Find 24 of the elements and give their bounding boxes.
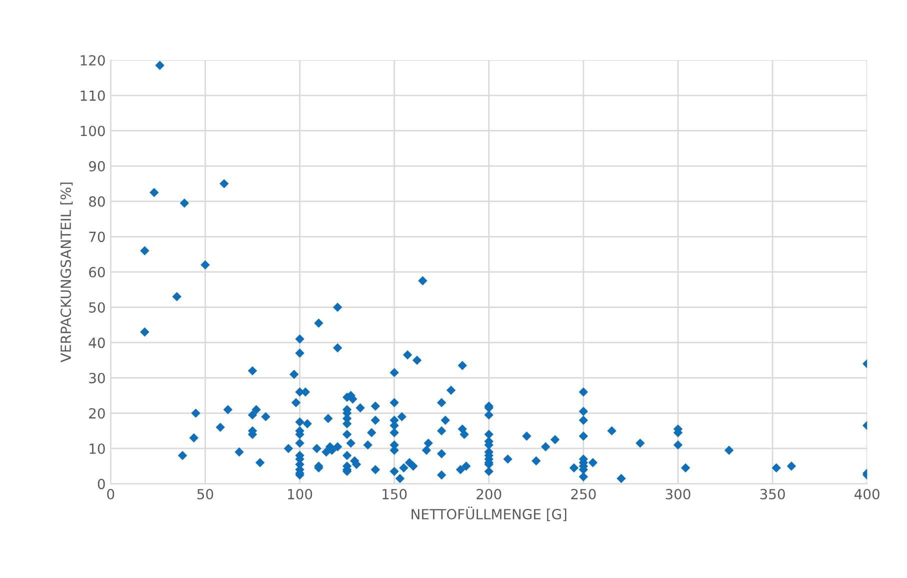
y-tick-label: 80: [89, 196, 105, 207]
x-tick-label: 400: [854, 488, 880, 500]
y-tick-label: 10: [90, 443, 105, 454]
x-tick-label: 100: [288, 488, 312, 500]
x-tick-label: 250: [571, 488, 596, 500]
y-tick-label: 50: [89, 302, 105, 313]
x-tick-label: 50: [197, 488, 214, 500]
y-axis-title: VERPACKUNGSANTEIL [%]: [60, 182, 73, 362]
y-tick-label: 40: [88, 338, 105, 348]
y-tick-label: 60: [89, 266, 105, 278]
y-tick-label: 90: [88, 161, 105, 172]
y-tick-label: 110: [80, 90, 105, 101]
y-tick-label: 30: [89, 372, 105, 384]
y-tick-label: 20: [89, 408, 105, 419]
x-tick-label: 150: [382, 488, 407, 500]
y-tick-label: 70: [89, 232, 105, 242]
x-tick-label: 200: [476, 488, 502, 500]
x-tick-label: 350: [760, 488, 785, 500]
y-tick-label: 120: [80, 55, 105, 66]
x-tick-label: 0: [107, 488, 114, 500]
x-tick-label: 300: [666, 488, 690, 500]
y-tick-label: 0: [98, 478, 105, 490]
y-tick-label: 100: [80, 126, 105, 136]
x-axis-title: NETTOFÜLLMENGE [G]: [412, 506, 566, 522]
